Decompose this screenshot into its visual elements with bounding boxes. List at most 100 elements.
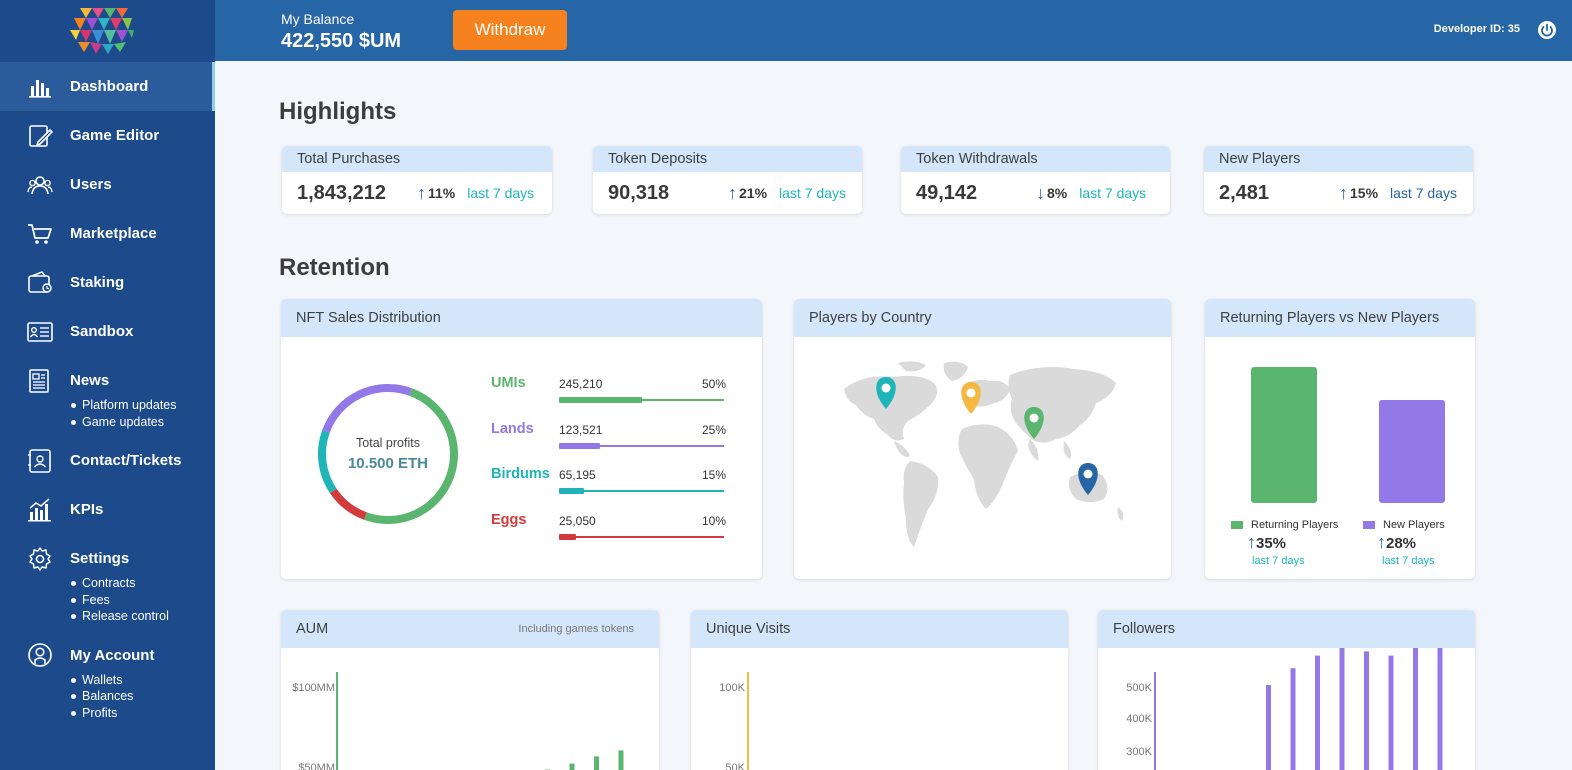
nft-sales-header: NFT Sales Distribution — [281, 299, 762, 337]
nft-name: Birdums — [491, 466, 550, 482]
sidebar-item-dashboard[interactable]: Dashboard — [0, 62, 215, 111]
returning-vs-new-card: Returning Players vs New Players Returni… — [1205, 299, 1475, 579]
sidebar-item-label: KPIs — [70, 501, 104, 518]
sidebar-item-news[interactable]: News Platform updates Game updates — [0, 356, 215, 436]
gear-icon — [26, 545, 54, 573]
nft-row-birdums: Birdums 65,195 15% — [491, 466, 726, 506]
highlight-period: last 7 days — [779, 185, 846, 201]
followers-title: Followers — [1113, 621, 1176, 637]
highlight-value: 1,843,212 — [297, 181, 386, 204]
highlight-pct: 11% — [428, 185, 456, 201]
chart-bar — [618, 750, 624, 770]
sidebar-item-row[interactable]: KPIs — [0, 485, 215, 534]
sidebar-item-row[interactable]: Users — [0, 160, 215, 209]
chart-bar — [594, 756, 599, 770]
sidebar-item-label: My Account — [70, 646, 155, 664]
account-icon — [26, 641, 54, 669]
newspaper-icon — [26, 367, 54, 395]
sidebar-item-staking[interactable]: Staking — [0, 258, 215, 307]
sidebar-item-row[interactable]: News — [0, 356, 215, 405]
sidebar-item-label: Staking — [70, 274, 125, 291]
returning-vs-new-title: Returning Players vs New Players — [1220, 310, 1440, 326]
sidebar-subnav-news: Platform updates Game updates — [0, 397, 215, 436]
wallet-icon — [26, 269, 54, 297]
sidebar-item-sandbox[interactable]: Sandbox — [0, 307, 215, 356]
sidebar-item-game-editor[interactable]: Game Editor — [0, 111, 215, 160]
sidebar-subitem[interactable]: Contracts — [70, 575, 215, 592]
sidebar-item-row[interactable]: Dashboard — [0, 62, 212, 111]
sidebar-subitem[interactable]: Release control — [70, 608, 215, 625]
donut-slice-birdums — [318, 429, 337, 494]
balance-label: My Balance — [281, 11, 355, 27]
new-players-bar — [1379, 400, 1445, 503]
sidebar-subitem[interactable]: Game updates — [70, 414, 215, 431]
aum-note: Including games tokens — [518, 623, 634, 635]
nft-progress-fill — [559, 534, 576, 540]
map-pin-icon[interactable] — [1078, 463, 1098, 495]
donut-center-value: 10.500 ETH — [347, 455, 429, 472]
sidebar-item-contact-tickets[interactable]: Contact/Tickets — [0, 436, 215, 485]
aum-header: AUM Including games tokens — [281, 610, 659, 648]
donut-center-label: Total profits — [356, 436, 420, 450]
highlight-card-body: 90,318 ↑ 21% last 7 days — [593, 172, 862, 214]
nft-pct: 15% — [701, 468, 726, 482]
visits-y-tick: 100K — [719, 682, 745, 694]
nft-count: 245,210 — [559, 377, 603, 391]
map-pin-icon[interactable] — [1024, 407, 1044, 439]
new-players-pct: ↑28% — [1377, 532, 1417, 552]
highlight-card-header: New Players — [1204, 146, 1473, 172]
followers-bar-chart — [1154, 648, 1443, 770]
contact-icon — [26, 447, 54, 475]
highlight-card-header: Token Withdrawals — [901, 146, 1170, 172]
sidebar-subitem[interactable]: Platform updates — [70, 397, 215, 414]
visits-y-tick: 50K — [725, 762, 745, 770]
sidebar-nav: Dashboard Game Editor Users Marketplace Stak… — [0, 62, 215, 727]
nft-pct: 10% — [701, 514, 726, 528]
power-icon[interactable] — [1537, 20, 1557, 40]
sidebar-subitem[interactable]: Wallets — [70, 672, 215, 689]
sidebar-item-marketplace[interactable]: Marketplace — [0, 209, 215, 258]
map-pin-icon[interactable] — [961, 382, 981, 414]
nft-count: 123,521 — [559, 423, 603, 437]
sidebar-item-row[interactable]: My Account — [0, 631, 215, 680]
players-by-country-header: Players by Country — [794, 299, 1171, 337]
players-by-country-title: Players by Country — [809, 310, 932, 326]
sidebar-item-settings[interactable]: Settings Contracts Fees Release control — [0, 534, 215, 631]
sidebar-item-row[interactable]: Sandbox — [0, 307, 215, 356]
visits-bar-chart — [747, 672, 749, 770]
nft-progress-track — [559, 536, 724, 538]
highlights-title: Highlights — [279, 98, 397, 125]
nft-progress-fill — [559, 397, 642, 403]
nft-progress-track — [559, 445, 724, 447]
sidebar-subitem[interactable]: Fees — [70, 592, 215, 609]
sidebar-item-kpis[interactable]: KPIs — [0, 485, 215, 534]
sidebar-item-users[interactable]: Users — [0, 160, 215, 209]
sidebar-item-row[interactable]: Settings — [0, 534, 215, 583]
sidebar-subitem[interactable]: Balances — [70, 688, 215, 705]
returning-players-pct: ↑35% — [1247, 532, 1287, 552]
sidebar-item-row[interactable]: Game Editor — [0, 111, 215, 160]
sidebar-subitem[interactable]: Profits — [70, 705, 215, 722]
highlight-card-body: 1,843,212 ↑ 11% last 7 days — [282, 172, 552, 214]
highlight-card-token-deposits: Token Deposits 90,318 ↑ 21% last 7 days — [593, 146, 862, 214]
chart-bar — [569, 763, 575, 770]
sidebar-item-row[interactable]: Marketplace — [0, 209, 215, 258]
sidebar-item-label: Sandbox — [70, 323, 134, 340]
logo-icon[interactable] — [70, 8, 134, 54]
withdraw-button[interactable]: Withdraw — [453, 10, 567, 50]
new-players-swatch — [1363, 521, 1375, 529]
sidebar-item-row[interactable]: Staking — [0, 258, 215, 307]
nft-row-umis: UMIs 245,210 50% — [491, 375, 726, 415]
sidebar-item-label: Game Editor — [70, 127, 160, 144]
sidebar-item-row[interactable]: Contact/Tickets — [0, 436, 215, 485]
chart-bar — [1266, 685, 1271, 770]
sidebar-subnav-my-account: Wallets Balances Profits — [0, 672, 215, 728]
players-by-country-card: Players by Country — [794, 299, 1171, 579]
map-pin-icon[interactable] — [876, 377, 896, 409]
sidebar: Dashboard Game Editor Users Marketplace Stak… — [0, 0, 215, 770]
sidebar-item-label: Users — [70, 176, 112, 193]
highlight-pct: 15% — [1350, 185, 1379, 201]
sidebar-item-my-account[interactable]: My Account Wallets Balances Profits — [0, 631, 215, 728]
bar-chart-icon — [26, 73, 54, 101]
donut-slice-lands — [322, 384, 412, 433]
